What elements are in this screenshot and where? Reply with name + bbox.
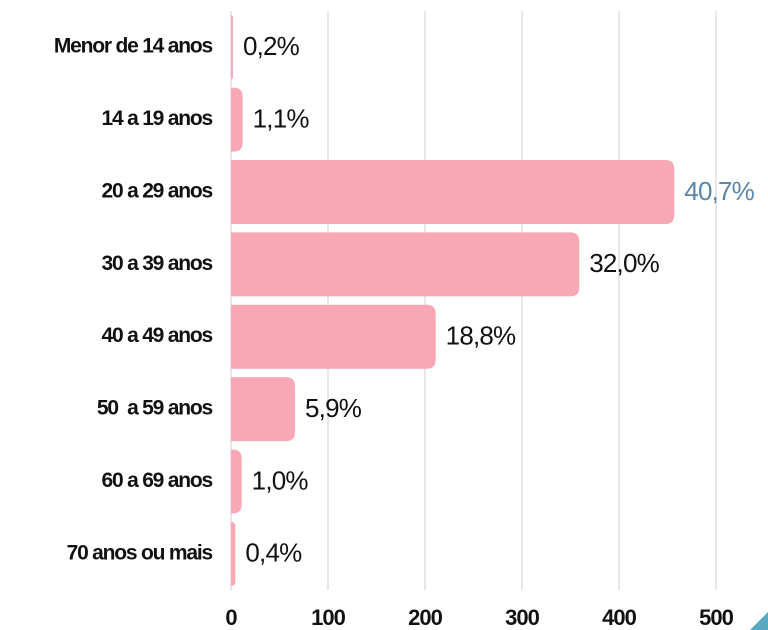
bar (231, 377, 296, 442)
y-tick-label: Menor de 14 anos (54, 35, 213, 58)
y-tick-label: 30 a 39 anos (101, 252, 212, 275)
bar (231, 159, 675, 224)
x-tick-label: 300 (505, 605, 539, 630)
value-label: 1,1% (253, 103, 310, 133)
y-tick-label: 60 a 69 anos (101, 469, 212, 492)
x-tick-label: 400 (602, 605, 636, 630)
y-tick-label: 50 a 59 anos (97, 397, 213, 420)
value-label: 18,8% (446, 321, 516, 351)
y-tick-label: 20 a 29 anos (101, 179, 212, 202)
bar (231, 87, 243, 152)
bar (231, 449, 242, 514)
y-tick-label: 40 a 49 anos (101, 324, 212, 347)
y-tick-label: 14 a 19 anos (101, 107, 212, 130)
x-tick-label: 500 (699, 605, 733, 630)
value-label: 0,2% (243, 31, 300, 61)
value-label: 40,7% (684, 176, 754, 206)
x-tick-label: 0 (225, 605, 237, 630)
bar (231, 521, 236, 586)
bar (231, 232, 580, 297)
bar (231, 304, 436, 369)
value-label: 1,0% (252, 465, 309, 495)
value-label: 5,9% (305, 393, 362, 423)
x-tick-label: 100 (311, 605, 345, 630)
y-tick-label: 70 anos ou mais (67, 541, 213, 564)
bar (231, 15, 233, 80)
value-label: 32,0% (589, 248, 659, 278)
x-tick-label: 200 (408, 605, 442, 630)
corner-mark (750, 612, 768, 630)
value-label: 0,4% (245, 538, 302, 568)
